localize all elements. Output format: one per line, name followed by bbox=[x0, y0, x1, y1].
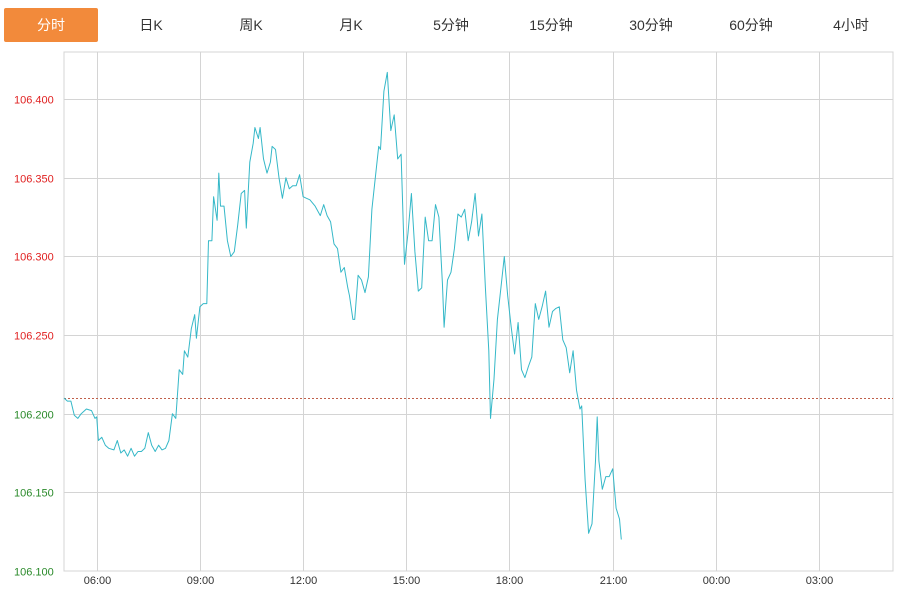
x-tick-label: 03:00 bbox=[806, 575, 834, 587]
y-tick-label: 106.100 bbox=[14, 567, 54, 579]
x-tick-label: 21:00 bbox=[600, 575, 628, 587]
tab-1[interactable]: 日K bbox=[139, 17, 163, 33]
y-tick-label: 106.400 bbox=[14, 95, 54, 107]
tab-7[interactable]: 60分钟 bbox=[729, 17, 773, 33]
y-tick-label: 106.300 bbox=[14, 252, 54, 264]
tab-6[interactable]: 30分钟 bbox=[629, 17, 673, 33]
x-tick-label: 15:00 bbox=[393, 575, 421, 587]
x-tick-label: 09:00 bbox=[187, 575, 215, 587]
period-tabs: 分时 日K 周K 月K 5分钟 15分钟 30分钟 60分钟 4小时 bbox=[0, 0, 902, 50]
x-tick-label: 00:00 bbox=[703, 575, 731, 587]
tab-3[interactable]: 月K bbox=[339, 17, 363, 33]
y-tick-label: 106.350 bbox=[14, 174, 54, 186]
x-tick-label: 18:00 bbox=[496, 575, 524, 587]
y-tick-label: 106.200 bbox=[14, 410, 54, 422]
x-tick-label: 12:00 bbox=[290, 575, 318, 587]
tab-2[interactable]: 周K bbox=[239, 17, 263, 33]
tab-8[interactable]: 4小时 bbox=[833, 17, 869, 33]
tab-5[interactable]: 15分钟 bbox=[529, 17, 573, 33]
tab-4[interactable]: 5分钟 bbox=[433, 17, 469, 33]
tab-0[interactable]: 分时 bbox=[4, 8, 98, 42]
plot-frame bbox=[63, 51, 894, 572]
price-line-series-0 bbox=[63, 71, 622, 540]
x-tick-label: 06:00 bbox=[84, 575, 112, 587]
y-tick-label: 106.250 bbox=[14, 331, 54, 343]
y-tick-label: 106.150 bbox=[14, 488, 54, 500]
